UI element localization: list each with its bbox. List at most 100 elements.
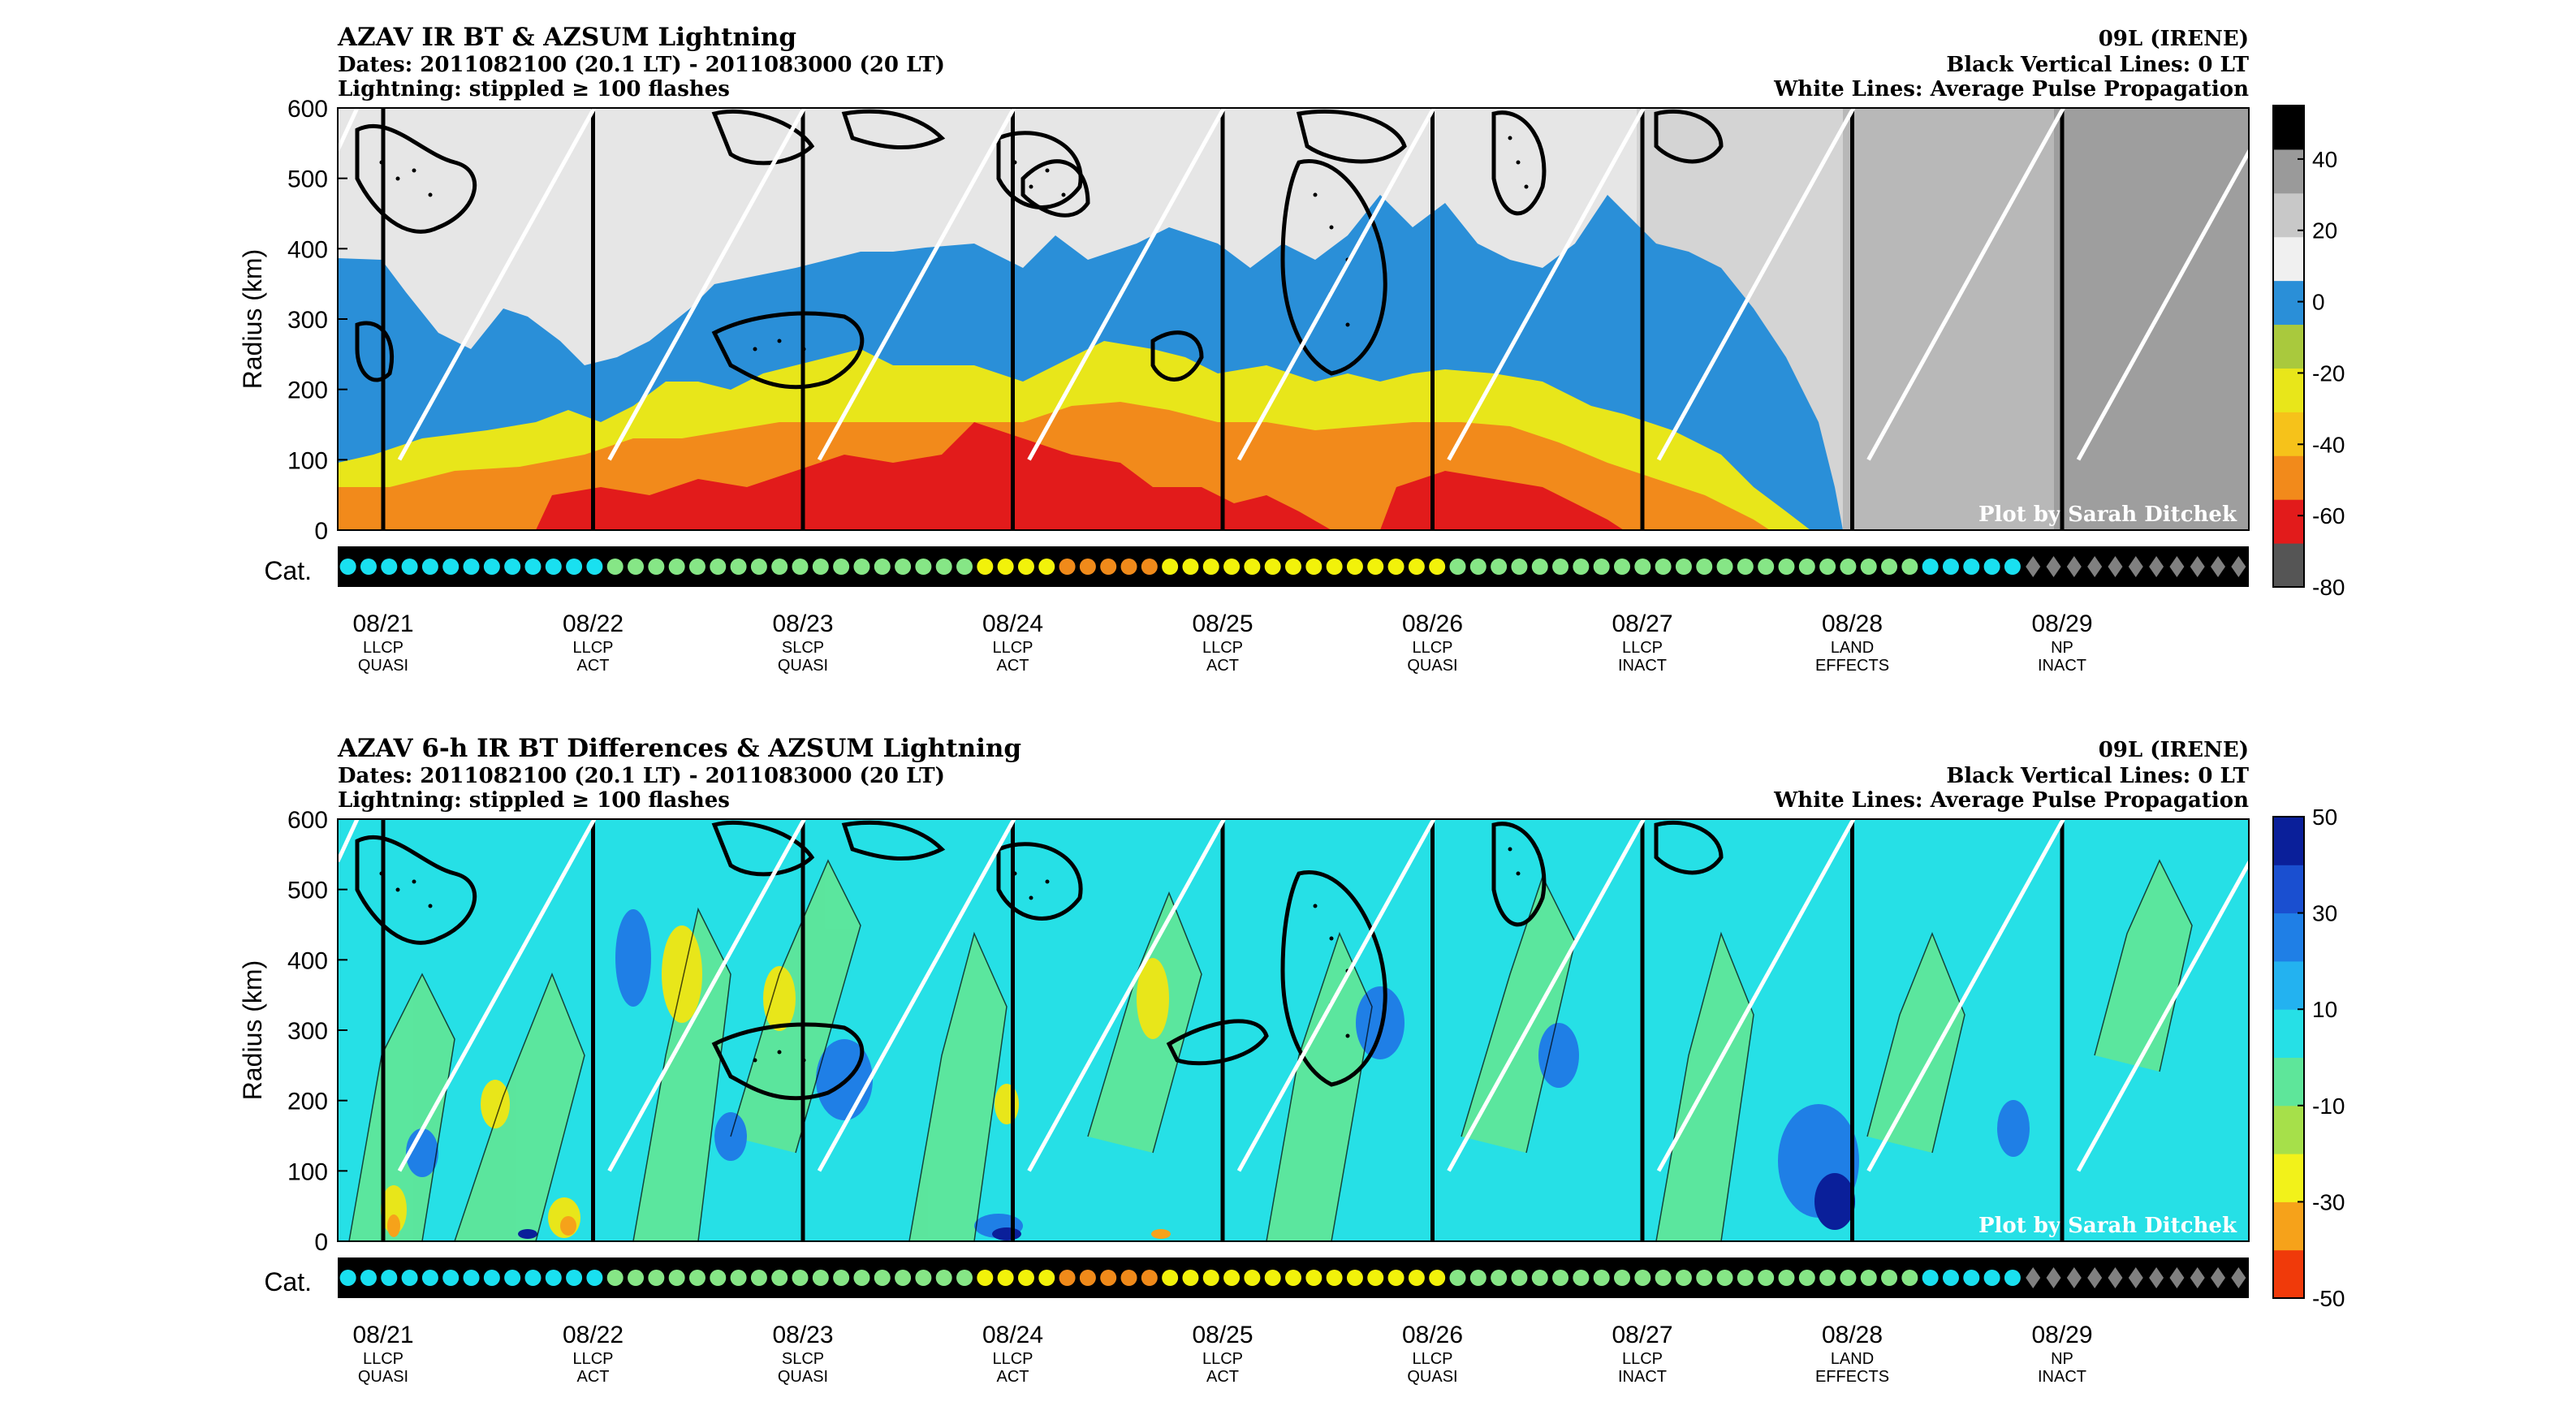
colorbar-segment xyxy=(2273,236,2304,282)
category-marker xyxy=(1942,559,1959,575)
category-marker xyxy=(381,559,398,575)
category-marker xyxy=(339,1270,356,1286)
category-marker xyxy=(586,1270,603,1286)
x-activity-label: QUASI xyxy=(778,1368,828,1386)
colorbar-tick-label: -40 xyxy=(2312,432,2345,457)
x-date-label: 08/25 xyxy=(1192,1322,1253,1348)
category-marker xyxy=(1408,559,1425,575)
colorbar-tick-label: -10 xyxy=(2312,1094,2345,1119)
category-marker xyxy=(504,559,521,575)
category-marker xyxy=(648,1270,665,1286)
category-marker xyxy=(1758,1270,1775,1286)
category-marker xyxy=(956,559,973,575)
lightning-contour xyxy=(1491,110,1547,216)
category-marker xyxy=(401,559,418,575)
category-marker xyxy=(1819,1270,1836,1286)
lightning-contours xyxy=(355,820,1724,1101)
field-red-region xyxy=(536,422,1331,530)
x-date-label: 08/28 xyxy=(1822,1322,1883,1348)
colorbar-segment xyxy=(2273,1154,2304,1202)
category-marker xyxy=(1634,1270,1651,1286)
category-marker xyxy=(1429,1270,1446,1286)
category-marker xyxy=(2026,1267,2041,1288)
x-regime-label: LAND xyxy=(1831,639,1874,657)
category-marker xyxy=(566,1270,583,1286)
category-marker xyxy=(628,1270,645,1286)
colorbar-tick-label: -50 xyxy=(2312,1286,2345,1311)
category-marker xyxy=(2066,556,2082,577)
colorbar-segment xyxy=(2273,1057,2304,1107)
category-marker xyxy=(1675,559,1692,575)
x-regime-label: LLCP xyxy=(1412,1350,1452,1368)
category-marker xyxy=(2169,556,2185,577)
category-marker xyxy=(1387,559,1405,575)
category-marker xyxy=(1079,559,1096,575)
y-tick-label: 200 xyxy=(287,1089,328,1115)
category-marker xyxy=(1059,559,1076,575)
x-activity-label: INACT xyxy=(2038,657,2086,675)
x-date-label: 08/27 xyxy=(1612,610,1672,637)
category-marker xyxy=(977,1270,994,1286)
category-marker xyxy=(1737,1270,1754,1286)
category-marker xyxy=(1141,559,1158,575)
category-marker xyxy=(1737,559,1754,575)
colorbar-segment xyxy=(2273,1105,2304,1154)
y-tick-label: 300 xyxy=(287,307,328,334)
category-marker xyxy=(2087,556,2103,577)
y-tick-label: 500 xyxy=(287,878,328,904)
colorbar: 40 20 0 -20 -40 -60 -80 xyxy=(2272,105,2345,600)
category-marker xyxy=(874,559,891,575)
category-marker xyxy=(1223,559,1241,575)
colorbar-segment xyxy=(2273,368,2304,412)
panel-title-block: AZAV IR BT & AZSUM Lightning Dates: 2011… xyxy=(337,23,2250,101)
category-marker xyxy=(895,559,912,575)
colorbar-segment xyxy=(2273,499,2304,544)
category-marker xyxy=(1100,1270,1117,1286)
vertical-day-lines xyxy=(381,819,2065,1241)
category-marker xyxy=(2026,556,2041,577)
lightning-contour xyxy=(711,109,815,166)
x-date-label: 08/21 xyxy=(352,610,413,637)
category-marker xyxy=(2066,1267,2082,1288)
category-marker xyxy=(1264,1270,1281,1286)
category-marker xyxy=(1881,1270,1898,1286)
colorbar-tick-label: -20 xyxy=(2312,360,2345,386)
category-marker xyxy=(1469,559,1486,575)
x-activity-label: ACT xyxy=(577,1368,610,1386)
colorbar-frame xyxy=(2272,816,2305,1299)
category-marker xyxy=(1573,559,1590,575)
category-marker xyxy=(1798,1270,1815,1286)
category-marker xyxy=(1511,1270,1528,1286)
category-marker xyxy=(1182,1270,1199,1286)
x-date-label: 08/24 xyxy=(982,610,1043,637)
category-marker xyxy=(1963,559,1980,575)
colorbar-segment xyxy=(2273,865,2304,914)
plot-area: Plot by Sarah Ditchek xyxy=(335,817,2276,1242)
y-tick-label: 400 xyxy=(287,947,328,974)
colorbar-tick-label: 50 xyxy=(2312,805,2337,830)
pulse-propagation-line xyxy=(1656,817,1856,1172)
colorbar-segment xyxy=(2273,1249,2304,1299)
category-marker xyxy=(1244,559,1261,575)
category-marker xyxy=(956,1270,973,1286)
category-marker xyxy=(2046,1267,2061,1288)
x-activity-label: ACT xyxy=(997,657,1029,675)
colorbar-tick-label: 40 xyxy=(2312,147,2337,172)
lightning-contour xyxy=(711,311,865,390)
category-marker xyxy=(710,559,727,575)
category-marker xyxy=(1449,559,1466,575)
category-marker xyxy=(463,1270,480,1286)
vertical-day-lines xyxy=(381,108,2065,530)
colorbar-tick-label: -60 xyxy=(2312,503,2345,528)
category-marker xyxy=(1901,1270,1918,1286)
x-date-label: 08/28 xyxy=(1822,610,1883,637)
x-date-label: 08/22 xyxy=(563,610,624,637)
category-marker xyxy=(1531,559,1548,575)
category-marker xyxy=(606,1270,624,1286)
category-marker xyxy=(2211,556,2226,577)
x-regime-label: LLCP xyxy=(572,639,613,657)
category-markers xyxy=(339,1267,2246,1288)
category-marker xyxy=(1120,1270,1137,1286)
category-marker xyxy=(648,559,665,575)
category-marker xyxy=(2169,1267,2185,1288)
